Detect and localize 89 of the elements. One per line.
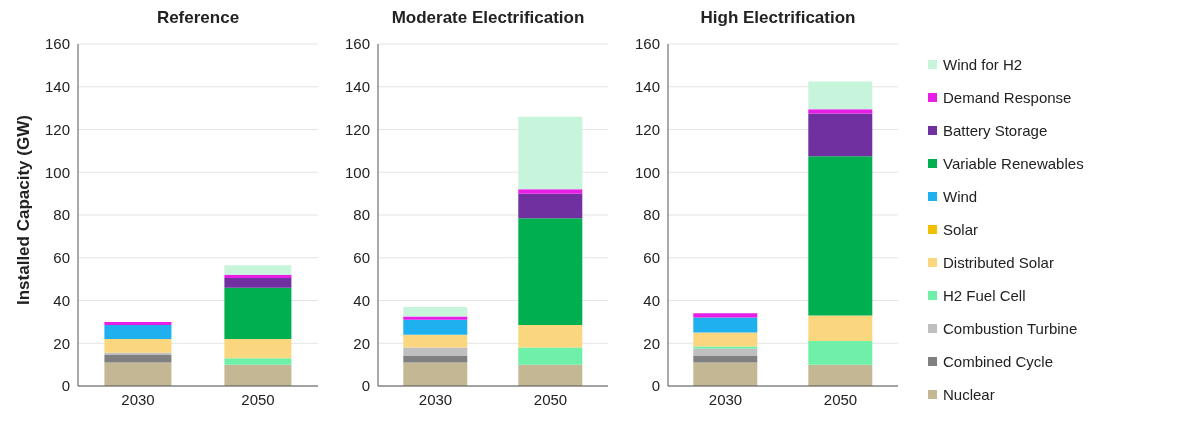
y-tick-label: 40	[353, 291, 370, 309]
y-tick-label: 40	[643, 291, 660, 309]
y-tick-label: 120	[344, 120, 370, 138]
bar	[104, 362, 172, 386]
bar	[808, 315, 873, 342]
bar	[693, 348, 758, 357]
bar	[403, 334, 468, 348]
bar	[518, 325, 583, 348]
y-tick-label: 160	[44, 35, 70, 53]
x-tick-label: 2050	[823, 390, 858, 408]
bar	[224, 338, 292, 359]
legend-label: Variable Renewables	[943, 155, 1084, 172]
bar	[104, 325, 172, 339]
bar	[808, 341, 873, 365]
legend-label: Solar	[943, 221, 979, 238]
y-tick-label: 160	[344, 35, 370, 53]
y-axis-title: Installed Capacity (GW)	[14, 115, 34, 305]
chart-title: Moderate Electrification	[390, 8, 586, 29]
x-tick-label: 2050	[241, 390, 275, 408]
legend-label: H2 Fuel Cell	[943, 287, 1026, 304]
bar	[224, 278, 292, 288]
bar	[693, 356, 758, 363]
bar	[403, 356, 468, 363]
legend-label: Nuclear	[943, 386, 995, 403]
bar	[518, 364, 583, 386]
bar	[693, 317, 758, 333]
bar	[403, 347, 468, 357]
bar	[104, 321, 172, 326]
bar	[403, 316, 468, 320]
bar	[693, 313, 758, 318]
bar	[518, 218, 583, 326]
y-tick-label: 80	[643, 206, 660, 224]
chart-title: Reference	[155, 8, 241, 29]
legend-label: Combustion Turbine	[943, 320, 1078, 337]
y-tick-label: 140	[344, 78, 370, 96]
bar	[808, 156, 873, 316]
y-tick-label: 0	[651, 377, 660, 395]
legend-label: Wind for H2	[943, 56, 1023, 73]
bar	[693, 346, 758, 349]
bar	[403, 306, 468, 317]
y-tick-label: 20	[353, 334, 370, 352]
y-tick-label: 0	[361, 377, 370, 395]
chart-title: High Electrification	[699, 8, 857, 29]
bar	[518, 193, 583, 219]
bar	[104, 352, 172, 356]
bar	[224, 364, 292, 386]
y-tick-label: 140	[634, 78, 660, 96]
y-tick-label: 60	[353, 249, 370, 267]
bar	[808, 113, 873, 157]
legend-label: Wind	[943, 188, 978, 205]
legend-label: Battery Storage	[943, 122, 1048, 139]
y-tick-label: 20	[53, 334, 70, 352]
bar	[224, 265, 292, 275]
bar	[403, 319, 468, 335]
y-tick-label: 80	[353, 206, 370, 224]
bar	[518, 116, 583, 190]
y-tick-label: 100	[44, 163, 70, 181]
y-tick-label: 0	[61, 377, 70, 395]
y-tick-label: 120	[634, 120, 660, 138]
bar	[808, 109, 873, 114]
bar	[518, 347, 583, 365]
x-tick-label: 2050	[533, 390, 568, 408]
bar	[693, 362, 758, 386]
bar	[104, 355, 172, 363]
y-tick-label: 60	[53, 249, 70, 267]
y-tick-label: 100	[344, 163, 370, 181]
bar	[693, 332, 758, 347]
bar	[224, 287, 292, 339]
x-tick-label: 2030	[121, 390, 155, 408]
legend-label: Combined Cycle	[943, 353, 1054, 370]
x-tick-label: 2030	[708, 390, 743, 408]
bar	[518, 189, 583, 194]
y-tick-label: 160	[634, 35, 660, 53]
bar	[808, 364, 873, 386]
bar	[224, 274, 292, 279]
y-tick-label: 80	[53, 206, 70, 224]
y-tick-label: 40	[53, 291, 70, 309]
y-tick-label: 100	[634, 163, 660, 181]
legend-label: Distributed Solar	[943, 254, 1054, 271]
y-tick-label: 20	[643, 334, 660, 352]
bar	[224, 358, 292, 365]
bar	[808, 81, 873, 110]
x-tick-label: 2030	[418, 390, 453, 408]
y-tick-label: 60	[643, 249, 660, 267]
y-tick-label: 120	[44, 120, 70, 138]
bar	[403, 362, 468, 386]
bar	[104, 338, 172, 353]
y-tick-label: 140	[44, 78, 70, 96]
legend-label: Demand Response	[943, 89, 1072, 106]
